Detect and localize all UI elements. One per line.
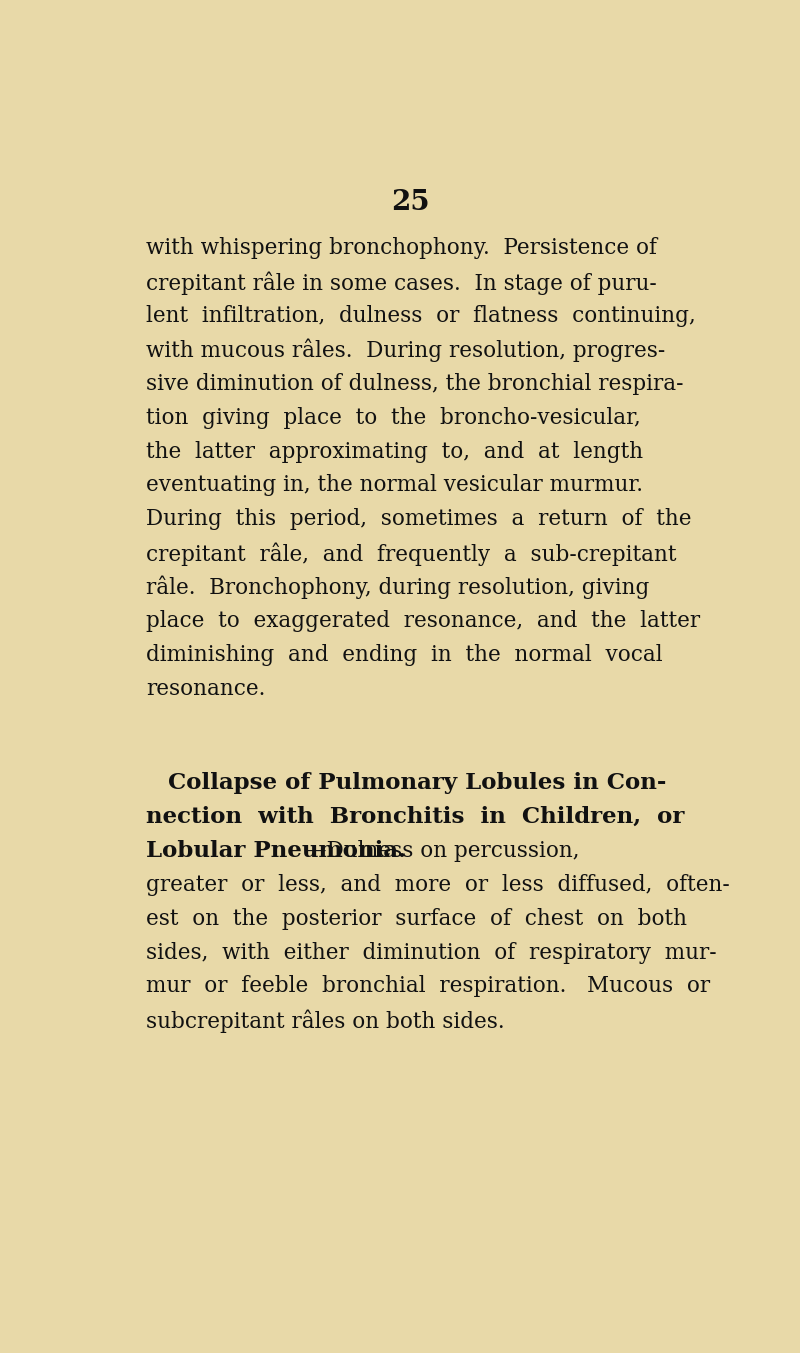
Text: —Dulness on percussion,: —Dulness on percussion, <box>305 840 579 862</box>
Text: Collapse of Pulmonary Lobules in Con-: Collapse of Pulmonary Lobules in Con- <box>168 773 666 794</box>
Text: Lobular Pneumonia.: Lobular Pneumonia. <box>146 840 406 862</box>
Text: place  to  exaggerated  resonance,  and  the  latter: place to exaggerated resonance, and the … <box>146 610 701 632</box>
Text: with whispering bronchophony.  Persistence of: with whispering bronchophony. Persistenc… <box>146 237 658 260</box>
Text: greater  or  less,  and  more  or  less  diffused,  often-: greater or less, and more or less diffus… <box>146 874 730 896</box>
Text: tion  giving  place  to  the  broncho-vesicular,: tion giving place to the broncho-vesicul… <box>146 407 642 429</box>
Text: 25: 25 <box>390 189 430 216</box>
Text: nection  with  Bronchitis  in  Children,  or: nection with Bronchitis in Children, or <box>146 806 685 828</box>
Text: diminishing  and  ending  in  the  normal  vocal: diminishing and ending in the normal voc… <box>146 644 663 666</box>
Text: the  latter  approximating  to,  and  at  length: the latter approximating to, and at leng… <box>146 441 644 463</box>
Text: with mucous râles.  During resolution, progres-: with mucous râles. During resolution, pr… <box>146 340 666 363</box>
Text: During  this  period,  sometimes  a  return  of  the: During this period, sometimes a return o… <box>146 509 692 530</box>
Text: crepitant  râle,  and  frequently  a  sub-crepitant: crepitant râle, and frequently a sub-cre… <box>146 543 677 566</box>
Text: râle.  Bronchophony, during resolution, giving: râle. Bronchophony, during resolution, g… <box>146 576 650 599</box>
Text: resonance.: resonance. <box>146 678 266 700</box>
Text: mur  or  feeble  bronchial  respiration.   Mucous  or: mur or feeble bronchial respiration. Muc… <box>146 976 710 997</box>
Text: sive diminution of dulness, the bronchial respira-: sive diminution of dulness, the bronchia… <box>146 373 684 395</box>
Text: sides,  with  either  diminution  of  respiratory  mur-: sides, with either diminution of respira… <box>146 942 717 963</box>
Text: subcrepitant râles on both sides.: subcrepitant râles on both sides. <box>146 1009 505 1032</box>
Text: crepitant râle in some cases.  In stage of puru-: crepitant râle in some cases. In stage o… <box>146 271 658 295</box>
Text: lent  infiltration,  dulness  or  flatness  continuing,: lent infiltration, dulness or flatness c… <box>146 304 696 327</box>
Text: eventuating in, the normal vesicular murmur.: eventuating in, the normal vesicular mur… <box>146 475 643 497</box>
Text: est  on  the  posterior  surface  of  chest  on  both: est on the posterior surface of chest on… <box>146 908 687 930</box>
